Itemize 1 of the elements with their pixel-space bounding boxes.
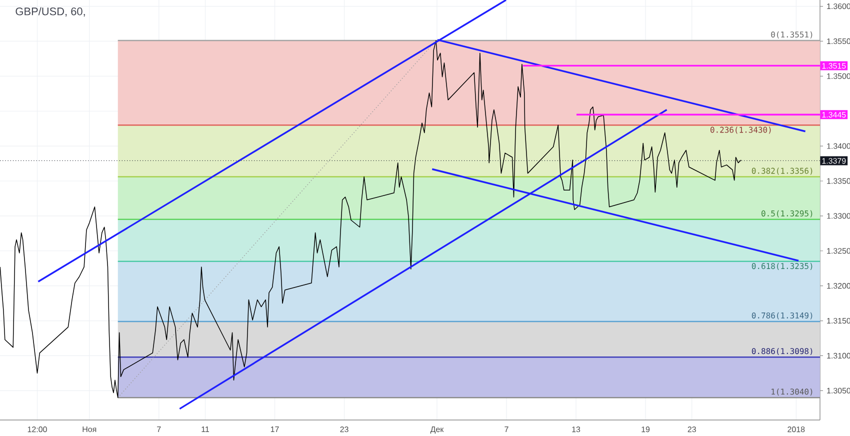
text: GBP/USD, 60, [16,7,85,17]
